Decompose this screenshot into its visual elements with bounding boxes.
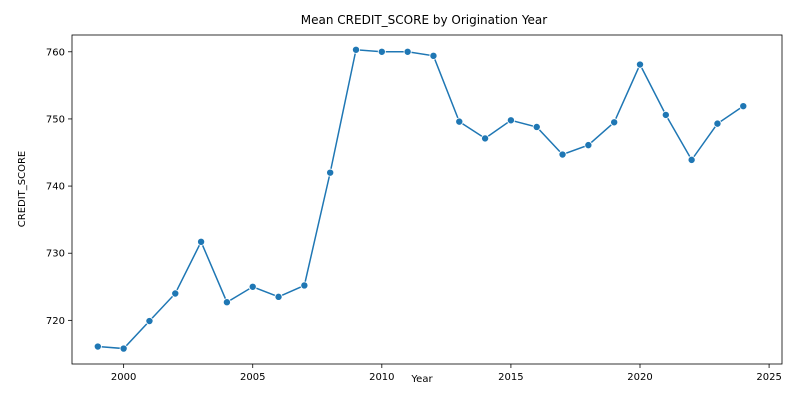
y-axis: 720 730 740 750 760: [46, 47, 72, 327]
x-tick-label: 2025: [756, 372, 781, 383]
data-point: [636, 60, 645, 69]
plot-area: [71, 34, 783, 365]
data-point: [171, 289, 180, 298]
y-axis-label: CREDIT_SCORE: [17, 151, 28, 227]
x-tick-label: 2015: [498, 372, 523, 383]
data-point: [274, 292, 283, 301]
data-point: [713, 119, 722, 128]
data-point: [300, 281, 309, 290]
x-tick-label: 2005: [240, 372, 265, 383]
data-point: [93, 342, 102, 351]
data-point: [558, 150, 567, 159]
data-point: [687, 155, 696, 164]
x-axis-label: Year: [410, 374, 433, 385]
data-point: [197, 237, 206, 246]
y-tick-label: 730: [46, 249, 65, 260]
data-point: [506, 116, 515, 125]
data-point: [351, 45, 360, 54]
data-point: [248, 282, 257, 291]
data-point: [455, 117, 464, 126]
data-point: [119, 344, 128, 353]
data-point: [326, 168, 335, 177]
data-point: [532, 122, 541, 131]
data-point: [222, 298, 231, 307]
series-credit-score: [93, 45, 748, 353]
data-point: [429, 51, 438, 60]
y-tick-label: 740: [46, 182, 65, 193]
y-tick-label: 760: [46, 47, 65, 58]
data-point: [145, 317, 154, 326]
data-point: [481, 134, 490, 143]
data-point: [584, 141, 593, 150]
plot-frame: [71, 34, 783, 365]
data-point: [739, 102, 748, 111]
x-axis: 2000 2005 2010 2015 2020 2025: [111, 364, 782, 383]
series-line: [97, 48, 744, 350]
x-tick-label: 2010: [369, 372, 394, 383]
x-tick-label: 2000: [111, 372, 136, 383]
data-point: [610, 118, 619, 127]
x-tick-label: 2020: [627, 372, 652, 383]
data-point: [661, 110, 670, 119]
data-point: [377, 47, 386, 56]
chart-title: Mean CREDIT_SCORE by Origination Year: [301, 13, 548, 27]
y-tick-label: 750: [46, 114, 65, 125]
data-point: [403, 47, 412, 56]
y-tick-label: 720: [46, 316, 65, 327]
